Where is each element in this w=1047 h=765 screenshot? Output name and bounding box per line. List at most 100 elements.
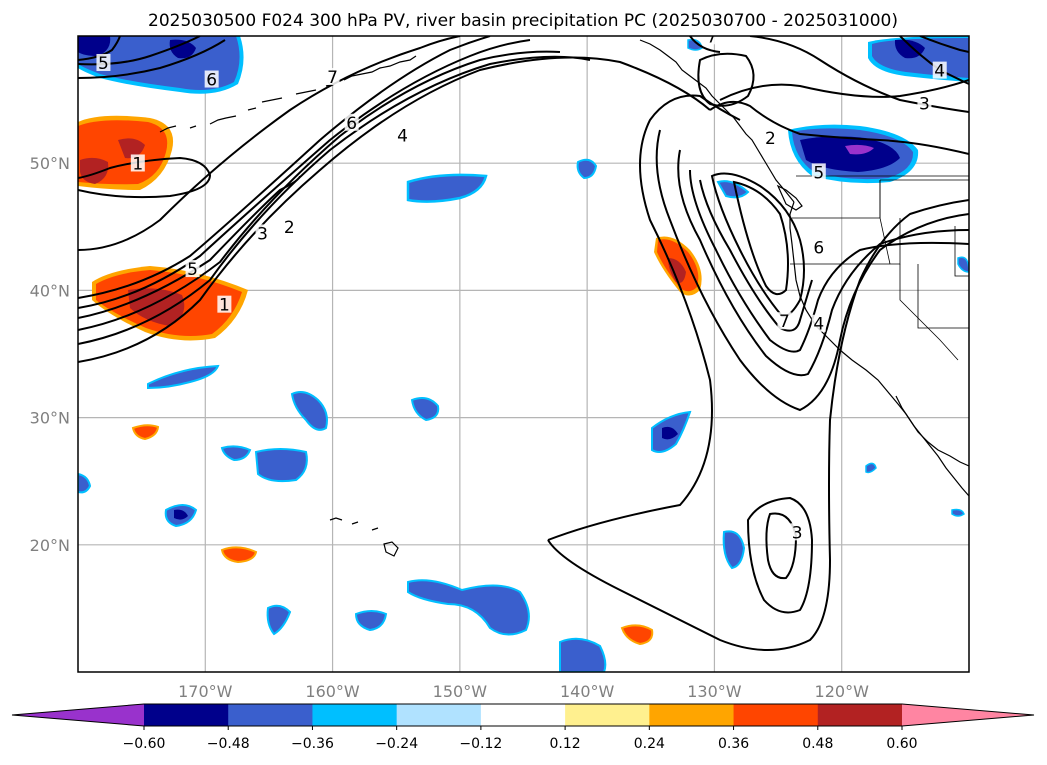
pv-contour-jet-5 — [78, 39, 531, 309]
latitude-labels: 50°N 40°N 30°N 20°N — [30, 154, 70, 555]
contour-label-bg — [217, 295, 232, 313]
anomaly-region-mid-north — [406, 173, 488, 203]
colorbar — [11, 703, 1035, 727]
anomaly-region-p — [865, 462, 877, 474]
contour-label: 6 — [206, 71, 217, 91]
anomaly-region-k — [559, 637, 607, 672]
contour-label: 6 — [346, 114, 357, 134]
contour-label: 2 — [284, 218, 295, 238]
anomaly-region-e-core — [662, 426, 678, 440]
anomaly-region-small-2 — [220, 546, 258, 564]
pv-contour-bering-1 — [78, 39, 226, 79]
contour-label-bg — [811, 163, 826, 181]
contour-label: 4 — [813, 315, 824, 335]
pv-contour-trough-2 — [655, 129, 969, 412]
pv-contour-west-1 — [78, 156, 212, 199]
anomaly-region-small-1 — [131, 424, 160, 441]
pv-contour-alaska-loop — [697, 52, 755, 107]
colorbar-segment — [228, 704, 313, 726]
pv-contour-east-1 — [709, 100, 969, 155]
lon-tick-label: 160°W — [305, 682, 360, 701]
map-frame — [77, 35, 970, 673]
contour-label-bg — [96, 53, 111, 71]
contour-label-bg — [130, 154, 145, 172]
colorbar-tick-label: 0.60 — [886, 736, 917, 752]
vancouver-island — [776, 184, 803, 211]
pv-contour-jet-3 — [78, 50, 561, 331]
pv-contour-subtropical-loop-2 — [746, 496, 814, 614]
contour-label-bg — [811, 314, 826, 332]
pv-contour-jet-4 — [78, 175, 301, 319]
pv-contour-trough-7 — [732, 180, 789, 296]
anomaly-region-c — [254, 448, 308, 483]
anomaly-region-j — [266, 604, 292, 636]
anomaly-region-west-aleutian — [78, 115, 174, 190]
contour-label: 4 — [934, 62, 945, 82]
anomaly-region-d — [410, 397, 440, 422]
pv-contours — [78, 36, 969, 651]
contour-label-bg — [932, 61, 947, 79]
anomaly-region-l — [722, 530, 746, 570]
lat-tick-label: 30°N — [30, 409, 70, 428]
contour-label: 1 — [132, 154, 143, 174]
pv-contour-trough-3 — [677, 149, 969, 377]
colorbar-segment — [817, 704, 903, 726]
contour-label-bg — [344, 113, 359, 131]
state-border-nv-ut — [917, 264, 969, 329]
colorbar-segment — [733, 704, 819, 726]
contour-label: 3 — [257, 224, 268, 244]
colorbar-tick-label: 0.48 — [802, 736, 833, 752]
lon-tick-label: 150°W — [433, 682, 488, 701]
anomaly-region-b — [290, 391, 328, 431]
pv-contour-east-2 — [719, 79, 969, 101]
anomaly-region-small-a — [576, 158, 598, 180]
contour-label: 3 — [792, 523, 803, 543]
pv-contour-alaska-top — [689, 36, 721, 53]
contour-label: 7 — [327, 68, 338, 88]
anomaly-region-small-3 — [620, 624, 654, 646]
anomaly-region-south-central — [407, 579, 530, 636]
contour-label-bg — [204, 70, 219, 88]
map-title: 2025030500 F024 300 hPa PV, river basin … — [148, 11, 898, 31]
anomaly-region-h — [78, 472, 92, 494]
colorbar-extend-high — [902, 704, 1034, 726]
colorbar-extend-low — [12, 704, 144, 726]
contour-label-bg — [255, 224, 270, 242]
colorbar-tick-label: −0.36 — [291, 736, 334, 752]
colorbar-tick-label: −0.48 — [207, 736, 250, 752]
contour-label: 4 — [397, 126, 408, 146]
colorbar-segment — [144, 704, 229, 726]
colorbar-labels: −0.60 −0.48 −0.36 −0.24 −0.12 0.12 0.24 0.36 0.4… — [123, 726, 918, 752]
anomaly-region-i — [354, 610, 388, 632]
pv-contour-jet-1 — [78, 56, 711, 363]
pv-contour-east-5 — [919, 36, 969, 53]
anomaly-region-g-core — [174, 509, 188, 520]
lat-tick-label: 50°N — [30, 154, 70, 173]
pv-contour-east-3 — [749, 36, 969, 113]
contour-label-bg — [790, 523, 805, 541]
colorbar-tick-label: −0.60 — [123, 736, 166, 752]
colorbar-tick-label: 0.36 — [718, 736, 749, 752]
anomaly-region-f — [220, 445, 252, 462]
lat-tick-label: 40°N — [30, 281, 70, 300]
contour-label-bg — [395, 126, 410, 144]
lat-tick-label: 20°N — [30, 536, 70, 555]
contour-label: 7 — [779, 312, 790, 332]
lon-tick-label: 120°W — [815, 682, 870, 701]
contour-label: 6 — [813, 238, 824, 258]
state-border-id — [879, 180, 891, 265]
lon-tick-label: 140°W — [560, 682, 615, 701]
pv-contour-jet-7 — [78, 36, 461, 251]
lon-tick-label: 170°W — [178, 682, 233, 701]
contour-label-bg — [282, 218, 297, 236]
anomaly-region-strip — [147, 364, 220, 390]
pv-contour-trough-outer — [547, 94, 741, 541]
pv-contour-trough-4 — [689, 169, 969, 353]
colorbar-segment — [312, 704, 398, 726]
longitude-labels: 170°W 160°W 150°W 140°W 130°W 120°W — [178, 682, 869, 701]
pv-contour-trough-6 — [710, 172, 805, 318]
baja-coast — [895, 395, 969, 467]
contour-label: 5 — [98, 54, 109, 74]
contour-label-bg — [704, 36, 719, 45]
